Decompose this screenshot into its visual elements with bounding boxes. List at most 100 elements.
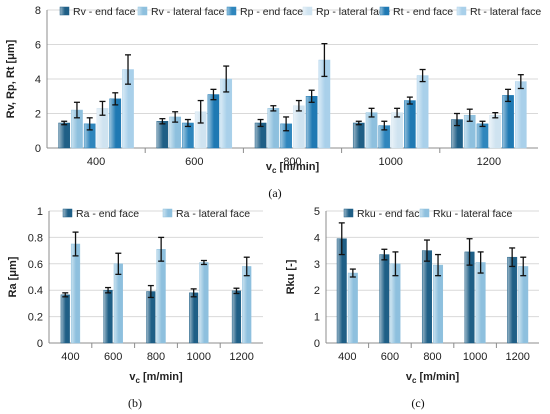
x-tick-label: 600 bbox=[185, 156, 203, 168]
y-tick-label: 2 bbox=[314, 285, 320, 297]
y-tick-label: 3 bbox=[314, 259, 320, 271]
y-tick-label: 1 bbox=[37, 206, 43, 218]
bar bbox=[433, 264, 444, 344]
x-tick-label: 600 bbox=[104, 351, 122, 363]
bar bbox=[242, 266, 252, 344]
legend-label: Rp - end face bbox=[240, 6, 303, 18]
legend-label: Rt - lateral face bbox=[470, 6, 541, 18]
chart-panel-a: 0 2 4 6 8 400 600 800 1000 1200 Rv - end face Rv - … bbox=[5, 5, 541, 200]
x-tick-label: 400 bbox=[61, 351, 79, 363]
legend-swatch bbox=[302, 6, 313, 16]
y-tick-label: 0 bbox=[314, 338, 320, 350]
bar bbox=[365, 112, 378, 149]
y-tick-label: 8 bbox=[35, 5, 41, 17]
bar bbox=[347, 272, 358, 344]
legend-label: Rt - end face bbox=[393, 6, 453, 18]
bar bbox=[507, 256, 518, 344]
y-tick-label: 0.4 bbox=[28, 285, 43, 297]
panel-caption: (b) bbox=[128, 396, 142, 410]
legend-swatch bbox=[343, 208, 354, 218]
chart-panel-b: 0 0.2 0.4 0.6 0.8 1 400 600 800 1000 1200 Ra - end … bbox=[7, 206, 263, 410]
y-tick-label: 6 bbox=[35, 40, 41, 52]
bar bbox=[113, 263, 123, 344]
bar bbox=[475, 262, 486, 344]
bar bbox=[70, 243, 81, 344]
x-axis-title-main: v bbox=[129, 371, 136, 383]
y-tick-label: 4 bbox=[35, 74, 41, 86]
bar bbox=[146, 291, 156, 344]
legend-swatch bbox=[162, 208, 173, 218]
y-axis-title: Rku [-] bbox=[285, 259, 297, 294]
bar bbox=[58, 122, 71, 149]
x-tick-label: 800 bbox=[283, 156, 301, 168]
y-tick-label: 0.6 bbox=[28, 259, 43, 271]
x-tick-label: 1000 bbox=[187, 351, 211, 363]
legend-label: Rku - lateral face bbox=[433, 208, 513, 220]
chart-panel-c: 0 1 2 3 4 5 400 600 800 1000 1200 Rku - end face Rku… bbox=[285, 206, 539, 410]
bar bbox=[60, 294, 70, 344]
x-axis-title-subscript: c bbox=[272, 166, 277, 175]
legend-swatch bbox=[62, 208, 73, 218]
bar bbox=[421, 250, 432, 344]
y-axis-title: Rv, Rp, Rt [μm] bbox=[5, 39, 17, 118]
x-tick-label: 1000 bbox=[378, 156, 402, 168]
x-axis-title: vc [m/min] bbox=[266, 161, 320, 175]
x-axis-title-subscript: c bbox=[135, 376, 140, 385]
legend-swatch bbox=[456, 6, 467, 16]
x-axis-title-subscript: c bbox=[412, 376, 417, 385]
legend-swatch bbox=[226, 6, 237, 16]
bar bbox=[207, 94, 220, 149]
legend-label: Rku - end face bbox=[357, 208, 425, 220]
bar bbox=[156, 121, 169, 149]
legend-swatch bbox=[137, 6, 148, 16]
bar bbox=[416, 75, 429, 149]
x-tick-label: 400 bbox=[338, 351, 356, 363]
bar bbox=[404, 100, 416, 149]
x-axis-title-unit: [m/min] bbox=[276, 161, 319, 173]
x-tick-label: 600 bbox=[381, 351, 399, 363]
legend-swatch bbox=[59, 6, 70, 16]
y-tick-label: 5 bbox=[314, 206, 320, 218]
legend-swatch bbox=[379, 6, 390, 16]
x-tick-label: 1000 bbox=[463, 351, 487, 363]
bar bbox=[103, 289, 113, 344]
y-tick-label: 0.2 bbox=[28, 312, 43, 324]
y-axis-title: Ra [μm] bbox=[7, 256, 19, 297]
legend-label: Ra - end face bbox=[76, 208, 139, 220]
bar bbox=[267, 108, 280, 149]
x-tick-label: 400 bbox=[87, 156, 105, 168]
x-axis-title-main: v bbox=[266, 161, 273, 173]
legend-label: Rv - end face bbox=[73, 6, 136, 18]
bar bbox=[231, 290, 242, 344]
bar bbox=[189, 292, 199, 344]
x-tick-label: 1200 bbox=[477, 156, 501, 168]
x-axis-title: vc [m/min] bbox=[129, 371, 183, 385]
bar bbox=[489, 114, 502, 149]
bar bbox=[156, 249, 166, 344]
x-axis-title-main: v bbox=[406, 371, 413, 383]
legend-swatch bbox=[419, 208, 430, 218]
x-axis-title-unit: [m/min] bbox=[416, 371, 459, 383]
y-tick-label: 4 bbox=[314, 232, 320, 244]
bar bbox=[109, 98, 122, 149]
x-tick-label: 800 bbox=[423, 351, 441, 363]
bar bbox=[514, 81, 527, 149]
x-tick-label: 800 bbox=[147, 351, 165, 363]
bar bbox=[379, 254, 390, 344]
y-tick-label: 0.8 bbox=[28, 232, 43, 244]
y-tick-label: 0 bbox=[35, 143, 41, 155]
legend-label: Rv - lateral face bbox=[151, 6, 225, 18]
bar bbox=[391, 112, 403, 149]
legend-label: Rp - lateral face bbox=[316, 6, 390, 18]
bar bbox=[199, 262, 209, 344]
bar bbox=[352, 122, 365, 149]
x-axis-title: vc [m/min] bbox=[406, 371, 460, 385]
bar bbox=[476, 123, 489, 149]
x-tick-label: 1200 bbox=[505, 351, 529, 363]
x-tick-label: 1200 bbox=[229, 351, 253, 363]
panel-caption: (c) bbox=[411, 396, 424, 410]
bar bbox=[502, 95, 514, 149]
bar bbox=[293, 105, 305, 149]
bar bbox=[305, 96, 318, 149]
